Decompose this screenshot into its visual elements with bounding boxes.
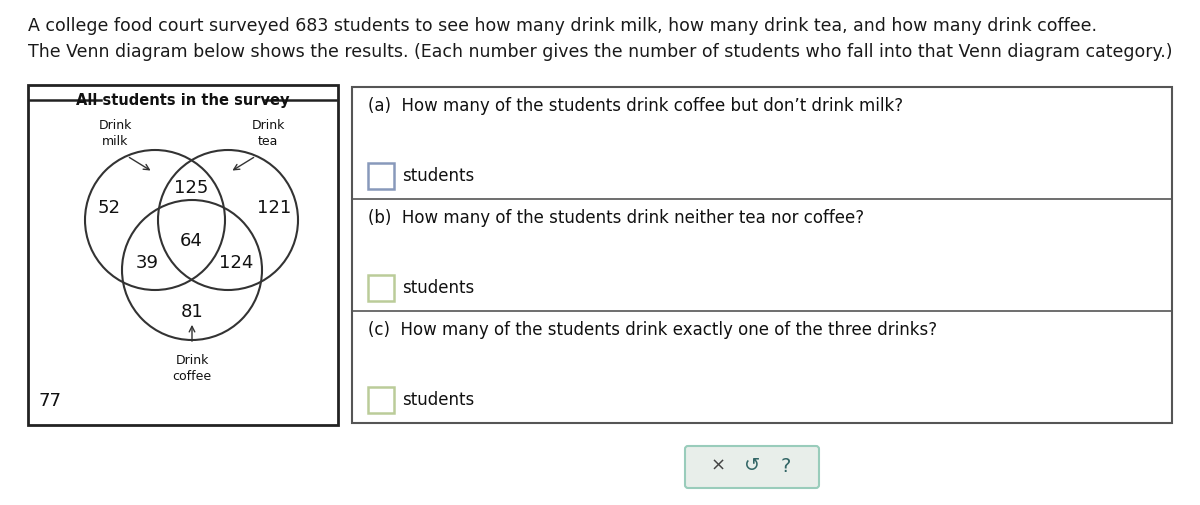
Text: (b)  How many of the students drink neither tea nor coffee?: (b) How many of the students drink neith… — [368, 209, 864, 227]
Text: Drink
milk: Drink milk — [98, 119, 132, 148]
Text: 125: 125 — [174, 179, 209, 197]
Text: ×: × — [710, 457, 726, 475]
Text: (a)  How many of the students drink coffee but don’t drink milk?: (a) How many of the students drink coffe… — [368, 97, 904, 115]
FancyBboxPatch shape — [352, 87, 1172, 423]
Text: 81: 81 — [181, 303, 203, 321]
Text: All students in the survey: All students in the survey — [77, 92, 289, 108]
Text: 39: 39 — [136, 254, 158, 272]
FancyBboxPatch shape — [368, 387, 394, 413]
Text: students: students — [402, 167, 474, 185]
Text: (c)  How many of the students drink exactly one of the three drinks?: (c) How many of the students drink exact… — [368, 321, 937, 339]
Text: 124: 124 — [218, 254, 253, 272]
Text: 77: 77 — [38, 392, 61, 410]
Text: Drink
tea: Drink tea — [251, 119, 284, 148]
FancyBboxPatch shape — [685, 446, 818, 488]
Text: students: students — [402, 391, 474, 409]
FancyBboxPatch shape — [368, 163, 394, 189]
Text: A college food court surveyed 683 students to see how many drink milk, how many : A college food court surveyed 683 studen… — [28, 17, 1097, 35]
Text: Drink
coffee: Drink coffee — [173, 354, 211, 383]
Text: ↺: ↺ — [744, 457, 760, 476]
Text: 64: 64 — [180, 232, 203, 250]
Text: 52: 52 — [97, 199, 120, 217]
Text: 121: 121 — [257, 199, 292, 217]
Text: ?: ? — [781, 457, 791, 476]
Text: students: students — [402, 279, 474, 297]
Text: The Venn diagram below shows the results. (Each number gives the number of stude: The Venn diagram below shows the results… — [28, 43, 1172, 61]
FancyBboxPatch shape — [28, 85, 338, 425]
FancyBboxPatch shape — [368, 275, 394, 301]
